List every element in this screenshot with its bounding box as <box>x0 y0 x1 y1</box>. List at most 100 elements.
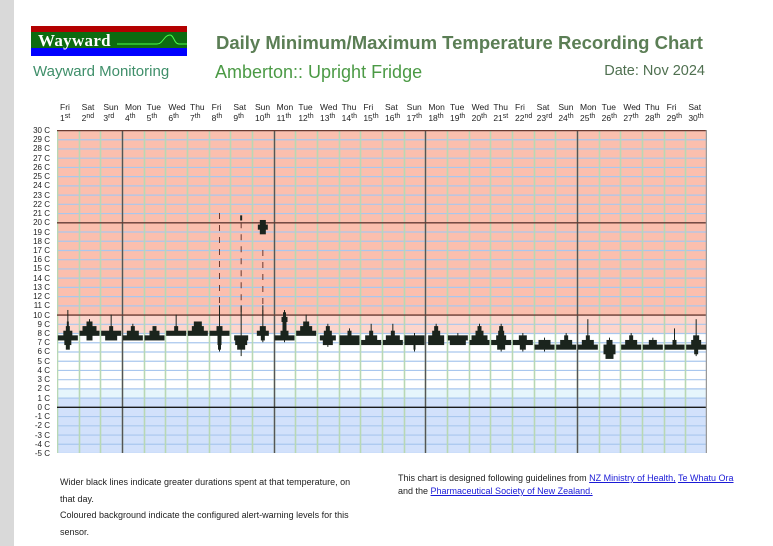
y-tick-label: 5 C <box>37 356 50 366</box>
y-tick-label: 9 C <box>37 319 50 329</box>
duration-bar <box>390 330 395 336</box>
duration-bar <box>581 339 594 346</box>
duration-bar <box>166 330 187 336</box>
duration-bar <box>449 339 466 346</box>
y-tick-label: -3 C <box>34 430 50 440</box>
duration-bar <box>518 335 527 341</box>
day-label: Fri 1st <box>60 102 71 123</box>
duration-bar <box>280 330 289 336</box>
duration-bar <box>471 335 488 341</box>
day-label: Sat 30th <box>688 102 704 123</box>
y-tick-label: 12 C <box>33 292 50 302</box>
duration-bar <box>625 339 638 346</box>
duration-bar <box>257 224 268 230</box>
duration-bar <box>174 326 179 332</box>
link-te-whatu-ora[interactable]: Te Whatu Ora <box>677 473 734 483</box>
duration-bar <box>237 344 246 350</box>
duration-bar <box>193 321 202 327</box>
y-tick-label: 30 C <box>33 126 50 135</box>
duration-bar <box>282 326 287 332</box>
duration-bar <box>216 326 223 332</box>
day-label: Sat 2nd <box>81 102 95 123</box>
page-title: Daily Minimum/Maximum Temperature Record… <box>216 32 703 53</box>
duration-bar <box>274 335 295 341</box>
temperature-chart <box>57 130 707 453</box>
y-tick-label: -4 C <box>34 439 50 449</box>
duration-bar <box>64 339 72 346</box>
duration-bar <box>642 344 663 350</box>
duration-bar <box>347 330 352 336</box>
duration-bar <box>538 339 551 346</box>
day-label: Sat 9th <box>233 102 247 123</box>
duration-bar <box>126 330 139 336</box>
duration-bar <box>322 339 333 346</box>
duration-bar <box>664 344 685 350</box>
note-line-widths: Wider black lines indicate greater durat… <box>60 477 351 504</box>
duration-bar <box>66 321 69 327</box>
link-nz-ministry-of-health[interactable]: NZ Ministry of Health, <box>589 473 676 483</box>
brand-name: Wayward Monitoring <box>33 63 170 80</box>
duration-bar <box>447 335 468 341</box>
duration-bar <box>65 326 70 332</box>
day-label: Sun 17th <box>406 102 422 123</box>
duration-bar <box>57 335 78 341</box>
duration-bar <box>122 335 143 341</box>
duration-bar <box>105 335 118 341</box>
duration-bar <box>79 330 100 336</box>
duration-bar <box>621 344 642 350</box>
duration-bar <box>339 339 360 346</box>
duration-bar <box>564 335 569 341</box>
duration-bar <box>259 326 266 332</box>
duration-bar <box>605 353 614 359</box>
day-label: Thu 7th <box>190 102 205 123</box>
day-label: Thu 28th <box>645 102 661 123</box>
duration-bar <box>404 335 425 341</box>
duration-bar <box>606 339 613 346</box>
link-pharmaceutical-society-nz[interactable]: Pharmaceutical Society of New Zealand. <box>430 486 593 496</box>
duration-bar <box>323 330 332 336</box>
day-label: Wed 27th <box>623 102 641 123</box>
y-tick-label: 24 C <box>33 181 50 191</box>
duration-bar <box>296 330 317 336</box>
duration-bar <box>629 335 634 341</box>
duration-bar <box>560 339 573 346</box>
duration-bar <box>512 339 533 346</box>
y-tick-label: 11 C <box>33 301 50 311</box>
day-label: Mon 25th <box>580 102 597 123</box>
day-label: Wed 6th <box>168 102 186 123</box>
day-label: Mon 18th <box>428 102 445 123</box>
duration-bar <box>282 321 287 327</box>
duration-bar <box>469 339 490 346</box>
y-tick-label: 26 C <box>33 162 50 172</box>
day-label: Fri 29th <box>666 102 682 123</box>
logo-wave-icon <box>117 34 187 45</box>
duration-bar <box>385 335 400 341</box>
duration-bar <box>603 344 616 350</box>
y-tick-label: 19 C <box>33 227 50 237</box>
duration-bar <box>498 330 505 336</box>
guidelines-references: This chart is designed following guideli… <box>398 472 758 498</box>
y-tick-label: 4 C <box>37 365 50 375</box>
day-label: Tue 12th <box>298 102 314 123</box>
duration-bar <box>585 335 590 341</box>
day-label: Thu 21st <box>493 102 509 123</box>
logo-text: Wayward <box>38 31 111 50</box>
y-tick-label: -5 C <box>34 449 50 458</box>
duration-bar <box>240 215 243 221</box>
duration-bar <box>428 339 445 346</box>
duration-bar <box>283 312 286 318</box>
duration-bar <box>365 335 378 341</box>
duration-bar <box>603 349 616 355</box>
duration-bar <box>672 339 677 346</box>
duration-bar <box>534 344 555 350</box>
duration-bar <box>404 339 425 346</box>
duration-bar <box>256 330 269 336</box>
duration-bar <box>519 344 526 350</box>
duration-bar <box>152 326 157 332</box>
chart-notes: Wider black lines indicate greater durat… <box>60 474 360 540</box>
y-tick-label: 25 C <box>33 172 50 182</box>
chart-date: Date: Nov 2024 <box>604 63 705 79</box>
day-label: Tue 19th <box>450 102 466 123</box>
duration-bar <box>361 339 382 346</box>
y-tick-label: 2 C <box>37 384 50 394</box>
